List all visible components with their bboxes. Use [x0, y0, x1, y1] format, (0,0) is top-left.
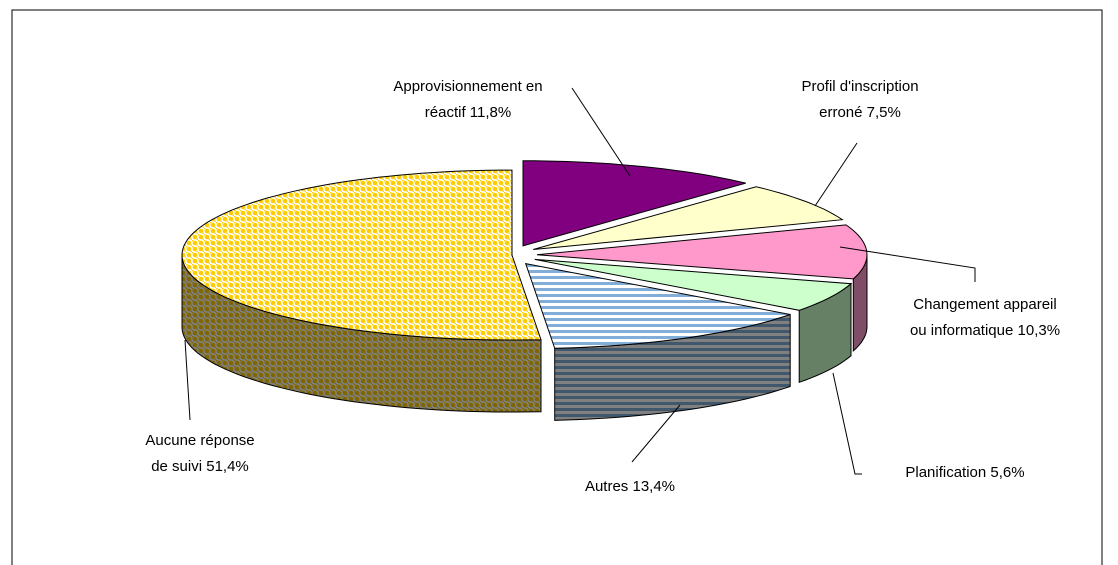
value-label: 51,4%	[206, 458, 249, 475]
category-label: Changement appareil ou informatique	[909, 296, 1057, 339]
slice-label: Planification 5,6%	[845, 460, 1085, 486]
leader-line	[184, 339, 191, 421]
value-label: 11,8%	[469, 104, 512, 121]
leader-line	[814, 142, 858, 207]
slice	[534, 258, 853, 311]
category-label: Autres	[584, 478, 629, 495]
slice	[181, 169, 542, 341]
slice-label: Autres 13,4%	[530, 474, 730, 500]
value-label: 13,4%	[632, 478, 676, 495]
slice-label: Changement appareil ou informatique 10,3…	[906, 292, 1064, 344]
slice	[522, 160, 746, 247]
category-label: Aucune réponse de suivi	[145, 432, 255, 475]
category-label: Profil d'inscription erroné	[801, 78, 919, 121]
leader-line	[571, 87, 631, 177]
leader-line	[839, 246, 976, 282]
leader-line	[832, 372, 862, 475]
value-label: 5,6%	[990, 464, 1025, 481]
leader-line	[631, 404, 681, 463]
slice-label: Aucune réponse de suivi 51,4%	[141, 428, 259, 480]
slice-label: Profil d'inscription erroné 7,5%	[790, 74, 930, 126]
value-label: 10,3%	[1017, 322, 1061, 339]
slice-label: Approvisionnement en réactif 11,8%	[383, 74, 553, 126]
category-label: Approvisionnement en réactif	[393, 78, 543, 121]
category-label: Planification	[905, 464, 987, 481]
value-label: 7,5%	[866, 104, 901, 121]
slice	[524, 262, 791, 349]
slice	[533, 186, 844, 250]
slice	[536, 224, 868, 280]
